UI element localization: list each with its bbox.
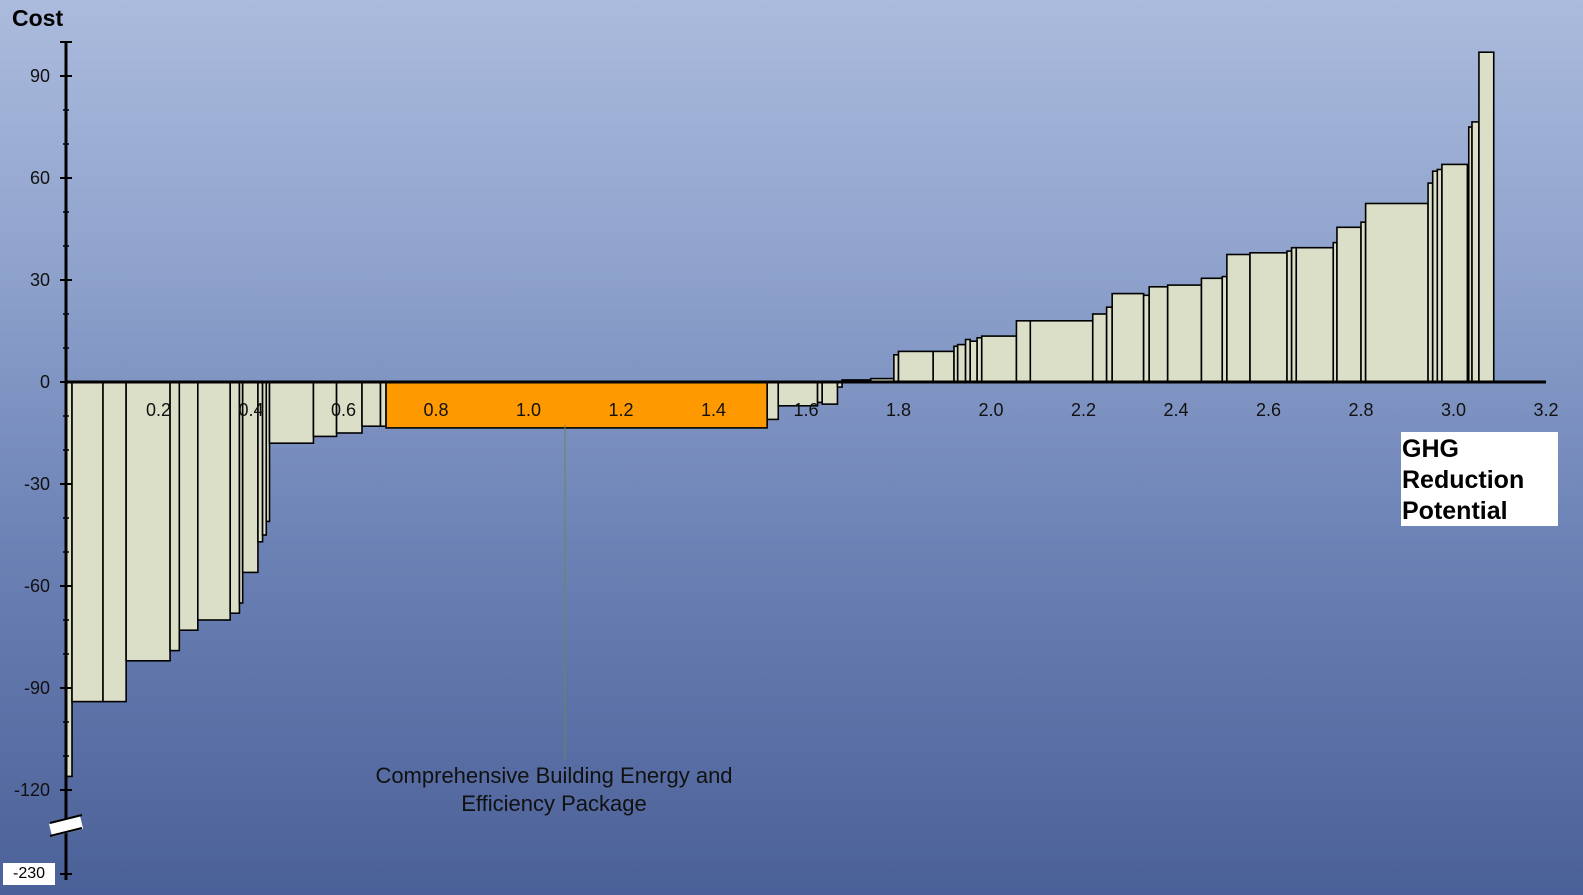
bar-59 xyxy=(1471,121,1480,383)
x-tick-label: 1.0 xyxy=(516,400,541,420)
bar-57 xyxy=(1441,163,1469,383)
bar-4 xyxy=(125,381,171,662)
x-tick-label: 0.2 xyxy=(146,400,171,420)
bar-2 xyxy=(71,381,104,703)
axes-group xyxy=(49,42,1546,880)
y-tick-label: -120 xyxy=(14,780,50,800)
x-tick-label: 1.8 xyxy=(886,400,911,420)
y-axis-title: Cost xyxy=(12,5,63,31)
bar-49 xyxy=(1295,246,1335,383)
bar-14 xyxy=(268,381,315,445)
x-tick-label: 2.4 xyxy=(1163,400,1188,420)
x-tick-label: 1.2 xyxy=(608,400,633,420)
highlight-annotation: Comprehensive Building Energy and Effici… xyxy=(375,763,733,816)
bar-60 xyxy=(1478,51,1495,383)
bar-32 xyxy=(969,340,978,383)
y-tick-label: 90 xyxy=(30,66,50,86)
x-tick-label: 1.4 xyxy=(701,400,726,420)
bar-41 xyxy=(1148,285,1169,383)
bar-7 xyxy=(197,381,231,621)
bar-46 xyxy=(1249,252,1288,383)
y-break-value-label: -230 xyxy=(3,863,55,885)
y-ticks-group: 90 60 30 0 -30 -60 -90 -120 xyxy=(14,41,72,800)
y-tick-label: -30 xyxy=(24,474,50,494)
bar-37 xyxy=(1091,313,1108,383)
bar-40 xyxy=(1142,294,1150,383)
bar-17 xyxy=(361,381,382,428)
x-ticks-group: 0.2 0.4 0.6 0.8 1.0 1.2 1.4 1.6 1.8 2.0 2.2 2.4 2.6 2… xyxy=(65,377,1559,420)
x-tick-label: 3.2 xyxy=(1533,400,1558,420)
bar-51 xyxy=(1336,226,1362,383)
bar-36 xyxy=(1029,319,1094,383)
x-tick-label: 1.6 xyxy=(793,400,818,420)
bar-35 xyxy=(1015,319,1032,383)
x-tick-label: 2.8 xyxy=(1348,400,1373,420)
x-tick-label: 0.8 xyxy=(423,400,448,420)
highlight-bar xyxy=(385,381,768,429)
y-axis-break-marker xyxy=(49,814,84,837)
x-tick-label: 2.6 xyxy=(1256,400,1281,420)
bars-group xyxy=(65,51,1495,778)
bar-38 xyxy=(1105,306,1113,383)
x-axis-title: GHG Reduction Potential xyxy=(1401,432,1558,526)
bar-45 xyxy=(1226,253,1251,383)
x-tick-label: 3.0 xyxy=(1441,400,1466,420)
bar-34 xyxy=(980,335,1018,383)
bar-22 xyxy=(821,381,839,405)
x-tick-label: 2.0 xyxy=(978,400,1003,420)
x-tick-label: 2.2 xyxy=(1071,400,1096,420)
bar-19 xyxy=(766,381,780,421)
x-tick-label: 0.4 xyxy=(238,400,263,420)
bar-42 xyxy=(1166,284,1203,383)
bar-28 xyxy=(932,350,955,383)
bar-3 xyxy=(102,381,127,703)
x-tick-label: 0.6 xyxy=(331,400,356,420)
y-tick-label: 0 xyxy=(40,372,50,392)
y-tick-label: 60 xyxy=(30,168,50,188)
bar-18 xyxy=(379,381,387,428)
bar-39 xyxy=(1111,292,1145,383)
bar-43 xyxy=(1200,277,1224,383)
bar-30 xyxy=(956,343,967,383)
y-tick-label: 30 xyxy=(30,270,50,290)
bar-27 xyxy=(897,350,934,383)
bar-5 xyxy=(169,381,181,652)
y-tick-label: -60 xyxy=(24,576,50,596)
bar-6 xyxy=(178,381,199,631)
y-tick-label: -90 xyxy=(24,678,50,698)
bar-53 xyxy=(1364,202,1429,383)
